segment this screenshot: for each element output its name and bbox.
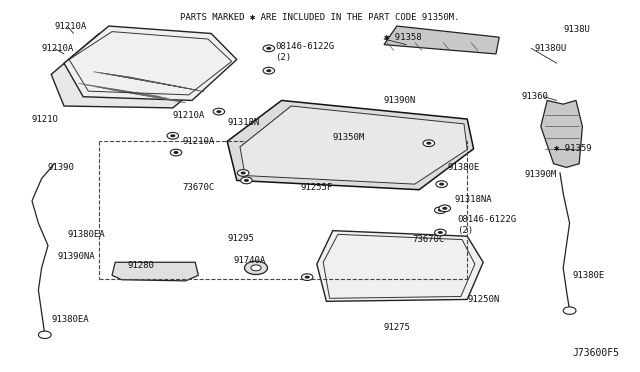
Circle shape: [266, 69, 271, 72]
Circle shape: [213, 108, 225, 115]
Polygon shape: [227, 100, 474, 190]
Text: 91380EA: 91380EA: [51, 315, 89, 324]
Text: 91210A: 91210A: [42, 44, 74, 53]
Circle shape: [244, 179, 249, 182]
Text: 9121O: 9121O: [32, 115, 59, 124]
Circle shape: [301, 274, 313, 280]
Circle shape: [170, 134, 175, 137]
Circle shape: [170, 149, 182, 156]
Text: PARTS MARKED ✱ ARE INCLUDED IN THE PART CODE 91350M.: PARTS MARKED ✱ ARE INCLUDED IN THE PART …: [180, 13, 460, 22]
Circle shape: [237, 170, 249, 176]
Text: 91318NA: 91318NA: [454, 195, 492, 203]
Circle shape: [563, 307, 576, 314]
Circle shape: [167, 132, 179, 139]
Polygon shape: [384, 26, 499, 54]
Text: 91250N: 91250N: [467, 295, 499, 304]
Text: 73670C: 73670C: [182, 183, 214, 192]
Text: 91210A: 91210A: [173, 111, 205, 120]
Text: 91280: 91280: [128, 262, 155, 270]
Text: 91390N: 91390N: [384, 96, 416, 105]
Text: 91390M: 91390M: [525, 170, 557, 179]
Circle shape: [251, 265, 261, 271]
Text: 91318N: 91318N: [227, 118, 259, 127]
Text: 91380E: 91380E: [448, 163, 480, 172]
Circle shape: [241, 177, 252, 184]
Circle shape: [435, 207, 446, 214]
Circle shape: [173, 151, 179, 154]
Text: 91255F: 91255F: [301, 183, 333, 192]
Text: 08146-6122G
(2): 08146-6122G (2): [458, 215, 516, 235]
Circle shape: [439, 183, 444, 186]
Text: 91740A: 91740A: [234, 256, 266, 265]
Polygon shape: [51, 33, 221, 108]
Text: 91295: 91295: [227, 234, 254, 243]
Circle shape: [244, 261, 268, 275]
Text: 91275: 91275: [384, 323, 411, 332]
Circle shape: [436, 181, 447, 187]
Circle shape: [439, 205, 451, 212]
Circle shape: [305, 276, 310, 279]
Polygon shape: [112, 262, 198, 281]
Polygon shape: [541, 100, 582, 167]
Circle shape: [438, 231, 443, 234]
Text: 91210A: 91210A: [54, 22, 86, 31]
Text: 9138U: 9138U: [563, 25, 590, 34]
Text: 91390: 91390: [48, 163, 75, 172]
Polygon shape: [240, 106, 467, 184]
Text: 08146-6122G
(2): 08146-6122G (2): [275, 42, 334, 62]
Circle shape: [423, 140, 435, 147]
Circle shape: [266, 47, 271, 50]
Circle shape: [435, 229, 446, 236]
Polygon shape: [64, 26, 237, 100]
Circle shape: [263, 67, 275, 74]
Text: 91390NA: 91390NA: [58, 252, 95, 261]
Text: 91350M: 91350M: [333, 133, 365, 142]
Text: J73600F5: J73600F5: [573, 349, 620, 358]
Circle shape: [426, 142, 431, 145]
Text: 91210A: 91210A: [182, 137, 214, 146]
Circle shape: [438, 209, 443, 212]
Text: 91360: 91360: [522, 92, 548, 101]
Text: ✱ 91359: ✱ 91359: [554, 144, 591, 153]
Polygon shape: [317, 231, 483, 301]
Text: 91380E: 91380E: [573, 271, 605, 280]
Text: 91380EA: 91380EA: [67, 230, 105, 239]
Circle shape: [241, 171, 246, 174]
Circle shape: [263, 45, 275, 52]
Text: 91380U: 91380U: [534, 44, 566, 53]
Circle shape: [38, 331, 51, 339]
Text: 73670C: 73670C: [413, 235, 445, 244]
Text: ✱ 91358: ✱ 91358: [384, 33, 422, 42]
Circle shape: [442, 207, 447, 210]
Circle shape: [216, 110, 221, 113]
